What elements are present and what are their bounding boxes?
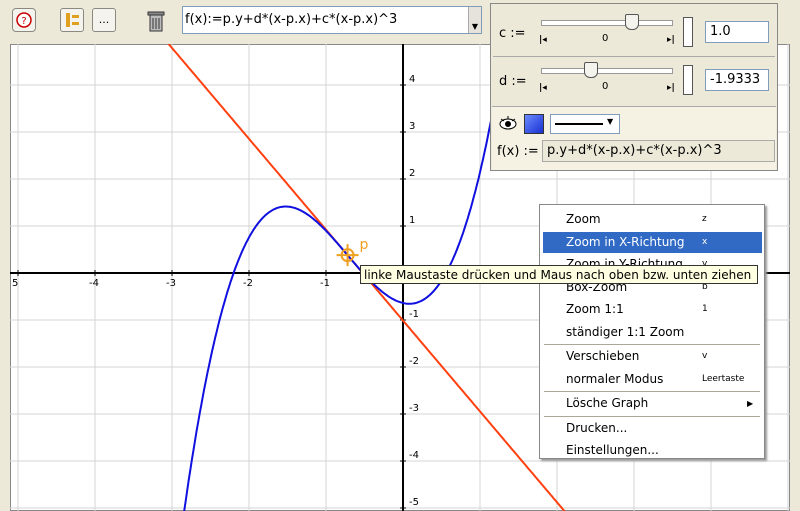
tree-button[interactable] <box>60 8 84 32</box>
tangent-line <box>167 44 566 511</box>
menu-item-label: normaler Modus <box>566 371 664 386</box>
point-marker: p <box>336 237 369 267</box>
menu-item-label: ständiger 1:1 Zoom <box>566 324 685 339</box>
y-tick-label: -2 <box>409 356 419 367</box>
slider-value[interactable]: 1.0 <box>705 21 769 43</box>
point-label: p <box>360 237 369 253</box>
menu-separator <box>544 344 760 346</box>
slider-zero: 0 <box>602 33 609 44</box>
menu-item[interactable]: Verschieben v <box>543 346 762 367</box>
menu-item-shortcut: v <box>702 351 708 361</box>
menu-item[interactable]: ständiger 1:1 Zoom <box>543 322 762 343</box>
function-label: f(x) := <box>497 144 539 159</box>
y-tick-label: -1 <box>409 309 419 320</box>
dropdown-arrow[interactable]: ▼ <box>468 7 481 33</box>
menu-item-shortcut: y <box>702 259 708 269</box>
menu-item-label: Verschieben <box>566 349 640 363</box>
submenu-arrow: ▶ <box>747 399 754 408</box>
menu-item[interactable]: normaler Modus Leertaste <box>543 369 762 390</box>
slider-name: c := <box>499 26 526 41</box>
menu-item-label: Zoom in X-Richtung <box>566 234 685 249</box>
y-tick-label: -4 <box>409 450 419 461</box>
menu-item[interactable]: Lösche Graph ▶ <box>543 393 762 414</box>
menu-item-label: Drucken... <box>566 420 628 435</box>
y-tick-label: -3 <box>409 403 419 414</box>
slider-zero: 0 <box>602 81 609 92</box>
formula-text: f(x):=p.y+d*(x-p.x)+c*(x-p.x)^3 <box>185 12 398 27</box>
formula-input[interactable]: f(x):=p.y+d*(x-p.x)+c*(x-p.x)^3 ▼ <box>182 6 482 34</box>
svg-text:?: ? <box>21 16 26 27</box>
slider-value[interactable]: -1.9333 <box>705 69 769 91</box>
menu-item-shortcut: x <box>702 236 708 247</box>
slider-track[interactable] <box>541 68 673 74</box>
y-tick-label: 4 <box>409 74 415 85</box>
more-button[interactable]: ... <box>92 8 116 32</box>
x-tick-label: 5 <box>12 278 18 289</box>
slider-spinner[interactable] <box>683 65 693 95</box>
parameter-panel: c := |◂ ▸| 0 1.0 d := |◂ ▸| 0 -1.9333 ▼ f(x) := p… <box>490 3 778 171</box>
menu-item-label: Zoom 1:1 <box>566 302 624 316</box>
function-graph <box>183 44 506 511</box>
visibility-icon[interactable] <box>498 115 518 131</box>
color-picker[interactable] <box>524 114 544 134</box>
function-formula[interactable]: p.y+d*(x-p.x)+c*(x-p.x)^3 <box>542 140 775 162</box>
menu-item-label: Zoom <box>566 212 601 226</box>
menu-item[interactable]: Zoom z <box>543 209 762 230</box>
menu-separator <box>544 415 760 418</box>
x-tick-label: -4 <box>89 278 99 289</box>
tooltip: linke Maustaste drücken und Maus nach ob… <box>360 265 758 284</box>
y-tick-label: 2 <box>409 168 415 179</box>
menu-item[interactable]: Zoom 1:1 1 <box>543 299 762 320</box>
help-button[interactable]: ? <box>12 8 36 32</box>
context-menu: Zoom z Zoom in X-Richtung x Zoom in Y-Richtu… <box>539 204 765 459</box>
x-tick-label: -1 <box>320 278 330 289</box>
slider-track[interactable] <box>541 20 673 26</box>
y-tick-label: 1 <box>409 215 415 226</box>
menu-item[interactable]: Zoom in X-Richtung x <box>543 231 762 253</box>
slider-spinner[interactable] <box>683 17 693 47</box>
menu-item-shortcut: Leertaste <box>702 373 745 384</box>
x-tick-label: -2 <box>243 278 253 289</box>
line-style-dropdown[interactable]: ▼ <box>550 114 620 134</box>
slider-name: d := <box>499 74 527 89</box>
slider-thumb[interactable] <box>584 62 599 78</box>
menu-item-label: Lösche Graph <box>566 396 649 410</box>
menu-item-label: Einstellungen... <box>566 443 659 457</box>
menu-item[interactable]: Drucken... <box>543 418 762 439</box>
slider-min: |◂ <box>539 83 547 93</box>
slider-thumb[interactable] <box>624 14 639 30</box>
menu-item-shortcut: 1 <box>702 304 708 314</box>
slider-max: ▸| <box>667 35 675 45</box>
y-tick-label: -5 <box>409 497 419 508</box>
x-tick-label: -3 <box>166 278 176 289</box>
slider-min: |◂ <box>539 35 547 45</box>
menu-separator <box>544 391 760 393</box>
separator <box>493 56 775 57</box>
slider-max: ▸| <box>667 83 675 93</box>
menu-item[interactable]: Einstellungen... <box>543 440 762 461</box>
menu-item-shortcut: b <box>702 281 708 292</box>
y-tick-label: 3 <box>409 121 415 132</box>
function-panel: ▼ f(x) := p.y+d*(x-p.x)+c*(x-p.x)^3 <box>492 106 776 170</box>
menu-item-shortcut: z <box>702 214 707 224</box>
delete-button[interactable] <box>144 8 168 32</box>
